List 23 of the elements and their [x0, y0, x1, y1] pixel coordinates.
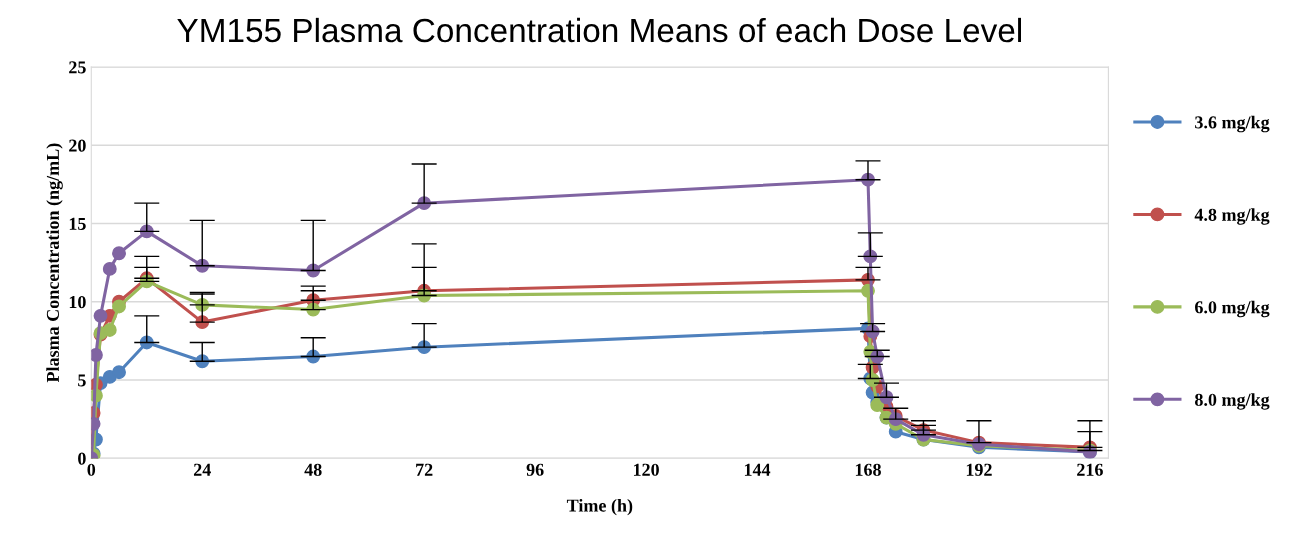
- y-tick-label: 15: [69, 217, 86, 230]
- chart-title: YM155 Plasma Concentration Means of each Dose Level: [177, 17, 1022, 43]
- x-tick-label: 72: [416, 463, 433, 476]
- x-tick-label: 96: [526, 463, 544, 476]
- y-axis-title: Plasma Concentration (ng/mL): [46, 143, 63, 383]
- legend-label: 8.0 mg/kg: [1195, 393, 1270, 410]
- legend-label: 4.8 mg/kg: [1194, 208, 1270, 225]
- y-tick-label: 0: [78, 452, 86, 465]
- y-tick-label: 25: [69, 61, 86, 74]
- x-tick-label: 120: [633, 463, 659, 476]
- x-axis-title: Time (h): [566, 498, 633, 516]
- y-tick-label: 10: [69, 296, 86, 309]
- y-tick-label: 20: [69, 139, 86, 152]
- x-tick-label: 192: [966, 463, 992, 476]
- x-tick-label: 216: [1077, 463, 1103, 476]
- x-tick-label: 48: [304, 463, 322, 476]
- x-tick-label: 24: [193, 463, 211, 476]
- legend-label: 3.6 mg/kg: [1195, 115, 1270, 133]
- x-tick-label: 144: [744, 463, 771, 476]
- y-tick-label: 5: [78, 374, 86, 387]
- x-tick-label: 0: [87, 463, 96, 476]
- legend-label: 6.0 mg/kg: [1195, 300, 1270, 318]
- x-tick-label: 168: [855, 463, 881, 476]
